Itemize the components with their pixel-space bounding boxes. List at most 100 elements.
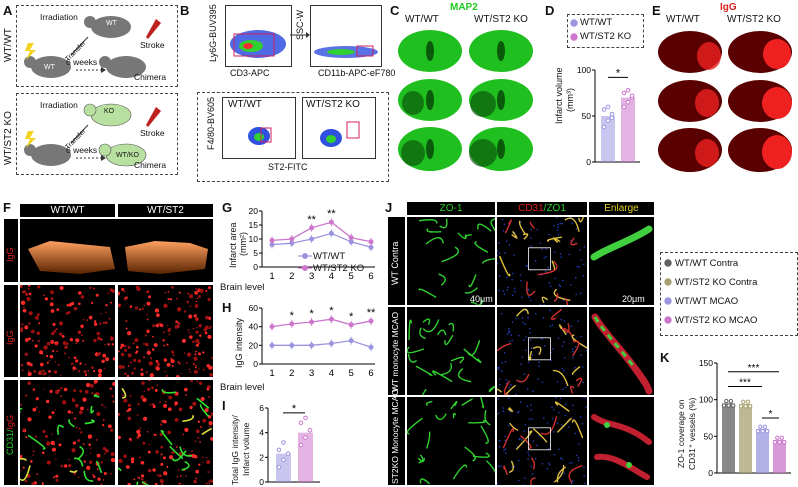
f-row3-label-a: CD31/ [5,429,15,455]
j-zo1-r2 [407,307,495,395]
j-col3: Enlarge [589,202,654,215]
a2-stroke: Stroke [140,128,165,138]
k-legend-2: WT/WT MCAO [675,296,739,307]
k-legend-marker-0 [664,259,672,267]
f-row1-label: IgG [5,247,15,262]
h-ytick-label: 20 [249,340,259,350]
h-ytick-label: 60 [249,303,259,313]
j-enlarge-r3 [589,397,654,485]
h-xtick-label: 3 [309,368,314,379]
h-annotation: * [349,311,354,323]
g-xtick-label: 2 [289,271,294,282]
k-bar [722,403,735,473]
g-legend-ko: WT/ST2 KO [313,263,365,274]
irradiated-mouse-ko-icon [31,144,71,166]
g-point [348,239,354,245]
k-sig: *** [739,377,751,388]
j-zo1-r3 [407,397,495,485]
g-xlabel: Brain level [220,282,265,293]
h-xtick-label: 2 [289,368,294,379]
i-ytick-label: 0 [259,477,264,485]
k-legend-3: WT/ST2 KO MCAO [675,315,758,326]
flow-plot-3-ko [302,97,376,159]
k-point [728,398,734,404]
j-col2b: /ZO1 [543,203,566,214]
h-point [368,344,374,350]
panel-label-k: K [660,350,670,365]
k-point [762,424,768,430]
flow-plot-2 [310,5,382,67]
a1-irradiation: Irradiation [40,12,78,22]
i-ytick-label: 6 [259,403,264,413]
panel-label-f: F [3,200,11,215]
k-ytick-label: 50 [704,431,714,441]
b-plot3-ylabel: F4/80-BV605 [206,96,216,150]
h-annotation: * [329,305,334,317]
j-enlarge-r1 [589,217,654,305]
k-point [772,440,778,445]
flow-plot-3-wt [222,97,296,159]
b-plot3-xlabel: ST2-FITC [268,162,308,172]
a2-donor: KO [104,108,115,115]
i-ylabel1: Total IgG intensity/ [230,415,240,485]
c-title: MAP2 [450,2,478,13]
g-ytick-label: 0 [253,262,258,272]
j-row1: WT Contra [390,241,400,285]
h-annotation: * [309,308,314,320]
d-legend-wt: WT/WT [580,17,613,28]
stroke-icon-2 [146,107,161,127]
h-annotation: * [290,310,295,322]
panel-a-diagram [24,16,161,167]
b-plot1-ylabel: Ly6G-BUV395 [208,4,218,62]
d-legend-ko: WT/ST2 KO [580,31,632,42]
panel-label-h: H [222,300,232,315]
panel-label-g: G [222,200,233,215]
g-ylabel: Infarct area [228,222,238,268]
b-plot3-right-title: WT/ST2 KO [306,99,360,110]
k-legend-marker-2 [664,297,672,305]
k-point [782,440,787,445]
panel-a-box-ko [16,93,178,175]
f-col1: WT/WT [20,204,115,217]
c-col2: WT/ST2 KO [474,14,528,25]
g-annotation: ** [327,208,336,220]
h-annotation: ** [367,307,376,319]
h-point [289,321,295,327]
h-ytick-label: 40 [249,322,259,332]
d-point [625,87,631,93]
h-series-line [272,340,372,348]
h-xtick-label: 4 [329,368,334,379]
a1-chimera: Chimera [134,72,167,82]
d-bar [621,97,635,162]
d-legend-marker-wt [570,19,578,27]
d-point [629,93,635,99]
f-3d-intensity [20,219,213,282]
k-legend-marker-1 [664,278,672,286]
i-point [276,447,282,453]
irradiated-mouse-wt-icon [31,56,71,78]
h-xtick-label: 6 [368,368,373,379]
i-point [285,451,291,456]
k-point [760,429,765,434]
e-title: IgG [720,2,737,13]
k-sig: *** [748,363,760,374]
d-point [601,107,607,112]
d-ytick-label: 50 [582,111,592,121]
flow-plot-1 [225,5,292,67]
k-ytick-label: 0 [708,468,713,478]
g-point [289,236,295,242]
g-legend-wt: WT/WT [313,251,346,262]
g-point [328,230,334,236]
f-row2-label: IgG [5,330,15,345]
d-bar [601,116,615,162]
d-legend-box [567,14,644,48]
j-col1: ZO-1 [407,202,495,215]
h-point [269,342,275,348]
h-point [309,342,315,348]
k-point [775,435,780,441]
chimera-mouse-wt-icon [106,56,146,78]
d-point [609,115,615,121]
a2-chimera: Chimera [134,160,167,170]
k-ytick-label: 150 [699,358,713,368]
